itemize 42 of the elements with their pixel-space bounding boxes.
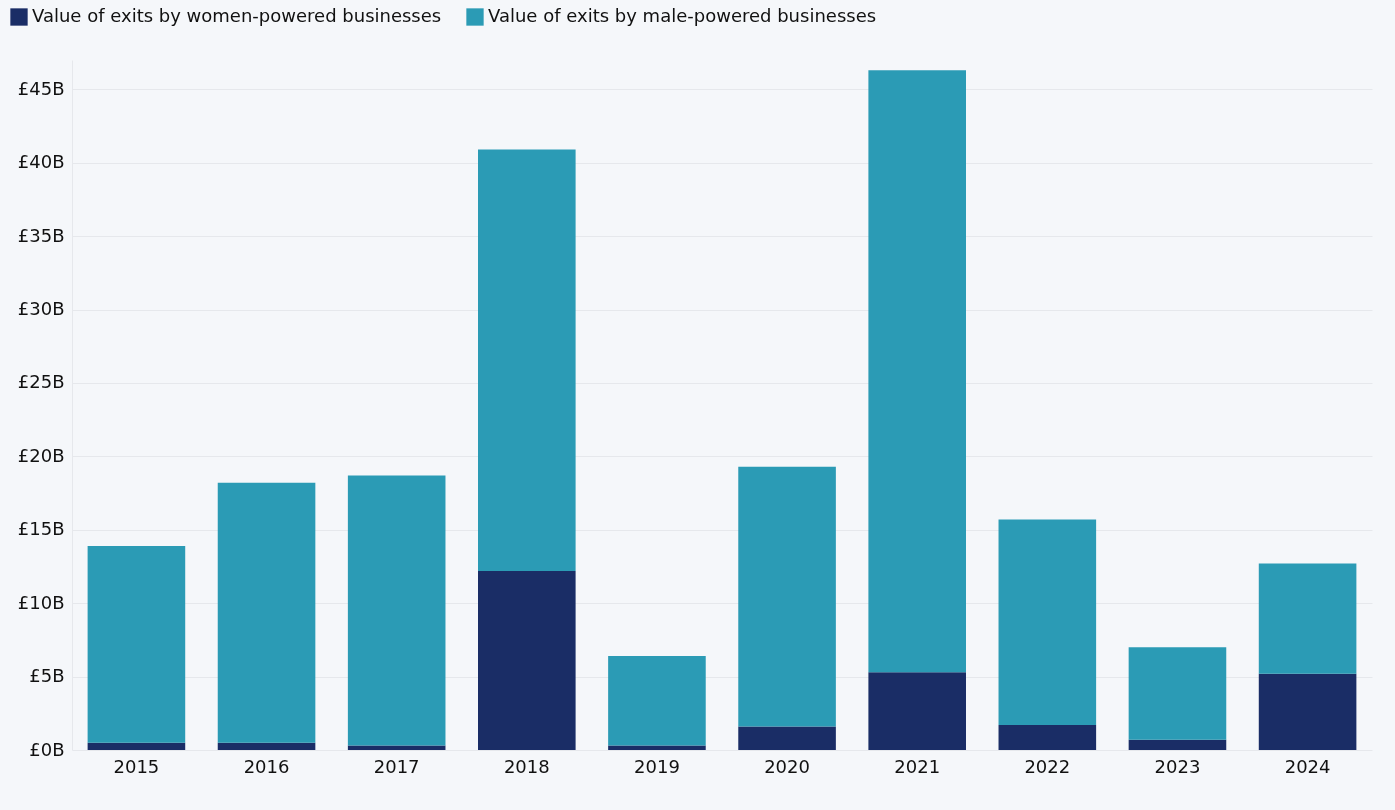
y-tick-label: £20B [17,444,65,466]
y-tick-label: £25B [17,371,65,393]
y-tick-label: £5B [29,665,65,687]
y-tick-label: £10B [17,591,65,613]
legend-label: Value of exits by women-powered businesses [32,5,442,26]
bar [868,672,966,750]
bar [1128,739,1227,750]
x-tick-label: 2022 [1024,755,1071,777]
bar [608,656,706,746]
bar [1258,673,1357,750]
bar [217,742,316,750]
bar [738,466,836,727]
bar [347,745,446,750]
bar [868,70,966,673]
x-tick-label: 2017 [373,755,420,777]
bar [738,726,836,750]
bar [998,725,1097,750]
bar [347,475,446,746]
y-tick-label: £0B [29,738,65,760]
bar [478,149,576,571]
bar [1258,563,1357,674]
y-tick-label: £45B [17,77,65,99]
x-tick-label: 2019 [634,755,680,777]
bar [87,545,186,743]
y-tick-label: £40B [17,151,65,173]
y-tick-label: £15B [17,518,65,540]
x-tick-label: 2016 [243,755,290,777]
y-tick-label: £30B [17,298,65,320]
x-tick-label: 2023 [1154,755,1201,777]
y-tick-label: £35B [17,224,65,246]
bar [1128,647,1227,740]
bar [87,742,186,750]
bar [478,570,576,750]
x-tick-label: 2018 [503,755,550,777]
bar [608,745,706,750]
legend-label: Value of exits by male-powered businesses [488,5,877,26]
bar [998,519,1097,726]
x-tick-label: 2021 [894,755,941,777]
x-tick-label: 2024 [1284,755,1331,777]
x-tick-label: 2020 [764,755,810,777]
bar [217,482,316,743]
x-tick-label: 2015 [113,755,160,777]
